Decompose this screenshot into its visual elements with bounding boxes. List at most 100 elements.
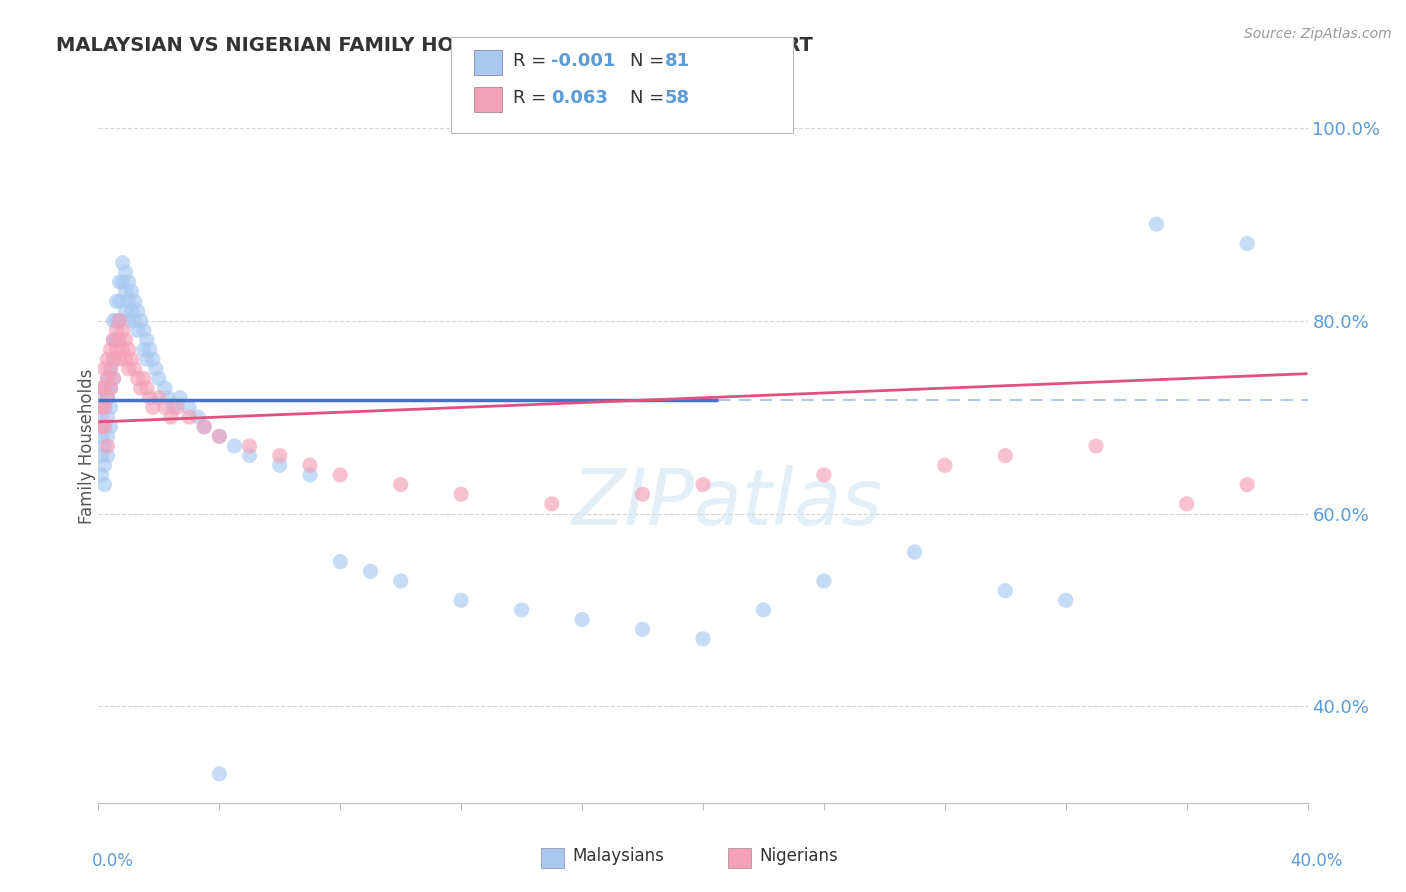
- Point: [269, 458, 291, 473]
- Point: [108, 313, 131, 327]
- Point: [103, 352, 125, 367]
- Point: [904, 545, 927, 559]
- Point: [103, 371, 125, 385]
- Point: [108, 333, 131, 347]
- Text: -0.001: -0.001: [551, 52, 616, 70]
- Point: [692, 632, 714, 646]
- Point: [105, 343, 128, 357]
- Point: [111, 256, 134, 270]
- Point: [208, 429, 231, 443]
- Point: [118, 313, 141, 327]
- Text: 0.063: 0.063: [551, 89, 607, 107]
- Point: [148, 371, 170, 385]
- Point: [96, 449, 118, 463]
- Point: [153, 381, 176, 395]
- Point: [90, 381, 112, 395]
- Point: [145, 362, 167, 376]
- Point: [93, 419, 115, 434]
- Point: [135, 352, 157, 367]
- Point: [752, 603, 775, 617]
- Point: [114, 352, 136, 367]
- Point: [100, 401, 122, 415]
- Point: [114, 304, 136, 318]
- Point: [132, 343, 155, 357]
- Point: [1175, 497, 1198, 511]
- Point: [111, 323, 134, 337]
- Point: [96, 371, 118, 385]
- Point: [994, 449, 1017, 463]
- Point: [692, 477, 714, 491]
- Point: [118, 294, 141, 309]
- Point: [329, 467, 352, 482]
- Text: 40.0%: 40.0%: [1291, 852, 1343, 870]
- Point: [118, 362, 141, 376]
- Point: [450, 487, 472, 501]
- Point: [124, 313, 146, 327]
- Point: [90, 419, 112, 434]
- Point: [111, 343, 134, 357]
- Point: [103, 313, 125, 327]
- Point: [160, 410, 183, 425]
- Point: [132, 323, 155, 337]
- Point: [193, 419, 215, 434]
- Point: [299, 467, 322, 482]
- Point: [148, 391, 170, 405]
- Point: [105, 294, 128, 309]
- Point: [153, 401, 176, 415]
- Point: [108, 313, 131, 327]
- Point: [169, 391, 191, 405]
- Point: [139, 343, 162, 357]
- Point: [163, 401, 186, 415]
- Point: [103, 333, 125, 347]
- Text: N =: N =: [630, 89, 664, 107]
- Point: [93, 458, 115, 473]
- Point: [389, 477, 412, 491]
- Point: [90, 410, 112, 425]
- Text: Malaysians: Malaysians: [572, 847, 664, 865]
- Point: [93, 439, 115, 453]
- Point: [105, 323, 128, 337]
- Point: [111, 275, 134, 289]
- Point: [93, 362, 115, 376]
- Y-axis label: Family Households: Family Households: [79, 368, 96, 524]
- Text: 81: 81: [665, 52, 690, 70]
- Point: [571, 613, 593, 627]
- Point: [813, 467, 835, 482]
- Point: [1236, 477, 1258, 491]
- Point: [187, 410, 209, 425]
- Point: [179, 410, 201, 425]
- Point: [100, 362, 122, 376]
- Point: [135, 381, 157, 395]
- Point: [129, 381, 152, 395]
- Point: [166, 401, 188, 415]
- Point: [90, 467, 112, 482]
- Point: [121, 304, 143, 318]
- Text: Nigerians: Nigerians: [759, 847, 838, 865]
- Point: [114, 265, 136, 279]
- Point: [1085, 439, 1108, 453]
- Point: [239, 449, 262, 463]
- Point: [90, 429, 112, 443]
- Point: [103, 352, 125, 367]
- Point: [100, 381, 122, 395]
- Point: [142, 401, 165, 415]
- Point: [118, 275, 141, 289]
- Point: [96, 391, 118, 405]
- Point: [124, 294, 146, 309]
- Point: [96, 391, 118, 405]
- Point: [193, 419, 215, 434]
- Point: [1144, 217, 1167, 231]
- Point: [179, 401, 201, 415]
- Point: [93, 419, 115, 434]
- Point: [132, 371, 155, 385]
- Point: [118, 343, 141, 357]
- Point: [389, 574, 412, 588]
- Point: [93, 401, 115, 415]
- Point: [105, 333, 128, 347]
- Text: R =: R =: [513, 52, 547, 70]
- Point: [90, 391, 112, 405]
- Point: [156, 391, 179, 405]
- Point: [108, 275, 131, 289]
- Point: [631, 487, 654, 501]
- Point: [114, 285, 136, 299]
